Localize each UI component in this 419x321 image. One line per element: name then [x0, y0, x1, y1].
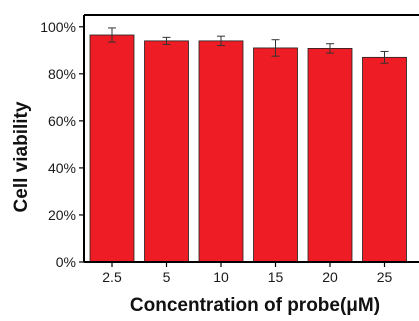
y-tick-label: 80% — [48, 66, 76, 82]
error-bars-layer — [108, 27, 389, 64]
bars-layer — [89, 34, 407, 263]
y-tick-label: 40% — [48, 160, 76, 176]
y-axis-title: Cell viability — [11, 101, 32, 212]
x-tick-label: 15 — [268, 269, 284, 285]
axes-layer — [83, 14, 419, 263]
x-tick-label: 25 — [377, 269, 393, 285]
y-tick-label: 100% — [40, 19, 76, 35]
x-tick-label: 10 — [213, 269, 229, 285]
bar-2.5 — [89, 34, 135, 263]
bar-10 — [198, 40, 244, 263]
x-tick-label: 20 — [322, 269, 338, 285]
y-tick-label: 60% — [48, 113, 76, 129]
bar-15 — [253, 47, 298, 263]
y-tick-label: 0% — [56, 254, 76, 270]
x-axis-title: Concentration of probe(μM) — [130, 295, 380, 316]
y-tick-label: 20% — [48, 207, 76, 223]
x-tick-label: 2.5 — [102, 269, 122, 285]
ticks-layer: 2.5 5 10 15 20 25 0% 20% 40% 60% 80% 100% — [40, 19, 392, 285]
x-tick-label: 5 — [163, 269, 171, 285]
bar-5 — [144, 40, 189, 263]
bar-25 — [362, 56, 407, 263]
bar-20 — [307, 48, 353, 263]
